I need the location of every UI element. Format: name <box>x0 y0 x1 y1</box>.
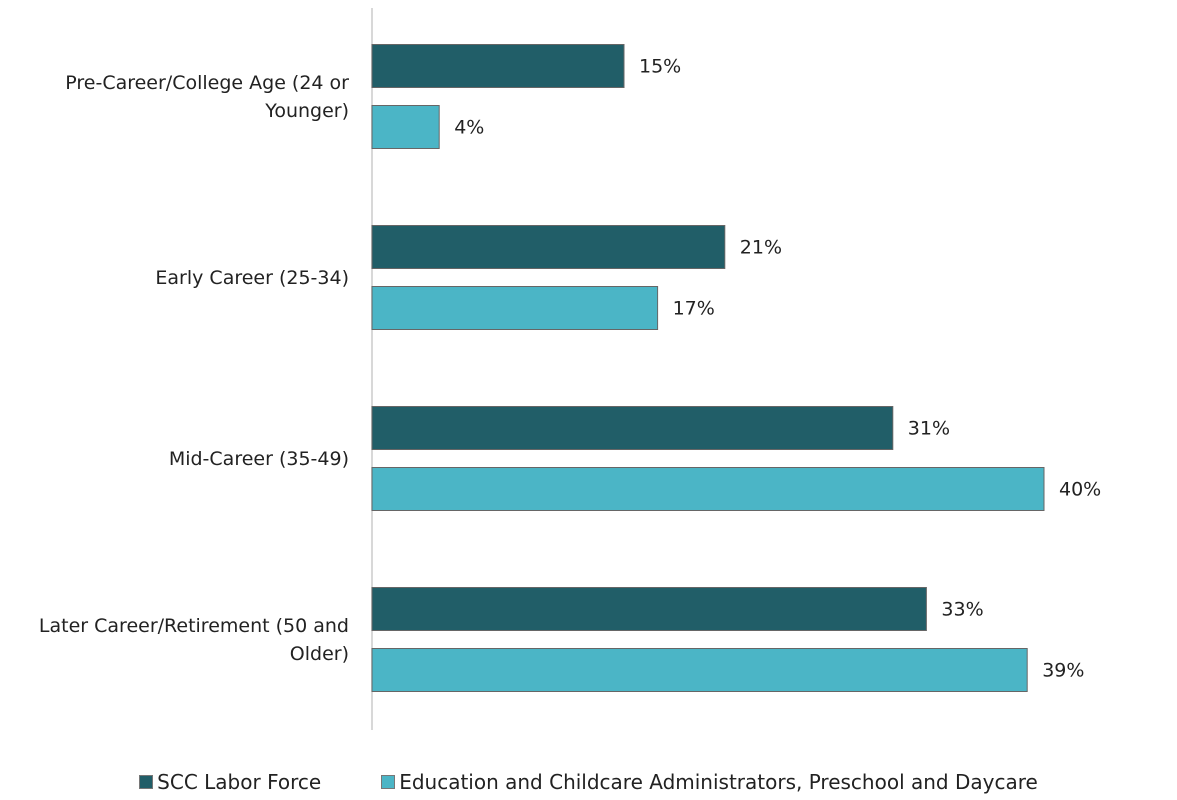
bar <box>371 587 927 631</box>
data-label: 21% <box>740 237 782 259</box>
bar <box>371 467 1045 511</box>
legend-label: SCC Labor Force <box>157 770 322 794</box>
plot: 15% 4% 21% 17% 31% 40% 33% 39% <box>371 8 1101 730</box>
category-label: Early Career (25-34) <box>155 266 349 289</box>
bar <box>371 105 440 149</box>
bar <box>371 406 894 450</box>
data-label: 40% <box>1059 479 1101 501</box>
category-label: Mid-Career (35-49) <box>168 447 349 470</box>
data-label: 15% <box>639 56 681 78</box>
category-label: Pre-Career/College Age (24 or Younger) <box>65 71 349 122</box>
legend-swatch <box>139 775 154 789</box>
bar <box>371 286 659 330</box>
data-label: 17% <box>673 298 715 320</box>
legend-swatch <box>381 775 396 789</box>
category-label: Later Career/Retirement (50 and Older) <box>38 614 349 665</box>
data-label: 4% <box>454 117 484 139</box>
bar <box>371 225 726 269</box>
data-label: 31% <box>908 418 950 440</box>
legend-item: SCC Labor Force <box>139 770 321 794</box>
legend-label: Education and Childcare Administrators, … <box>399 770 1038 794</box>
legend: SCC Labor Force Education and Childcare A… <box>0 770 1177 794</box>
bar <box>371 648 1028 692</box>
data-label: 39% <box>1042 660 1084 682</box>
legend-item: Education and Childcare Administrators, … <box>381 770 1038 794</box>
bar <box>371 44 625 88</box>
data-label: 33% <box>941 599 983 621</box>
